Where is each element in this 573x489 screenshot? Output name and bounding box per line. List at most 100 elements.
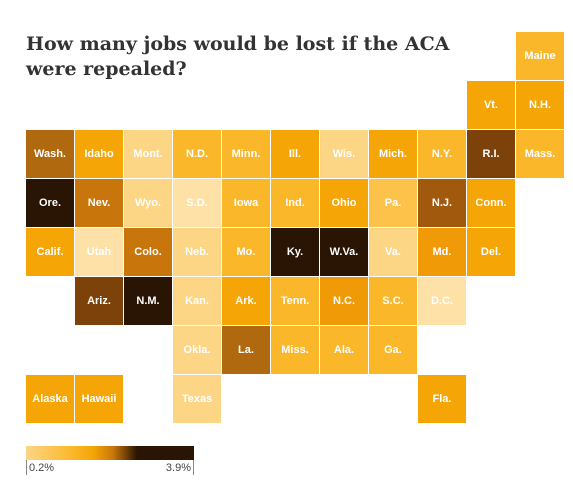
state-tile-ariz[interactable]: Ariz. bbox=[75, 277, 123, 325]
state-label: Conn. bbox=[475, 197, 507, 209]
state-tile-nm[interactable]: N.M. bbox=[124, 277, 172, 325]
state-tile-ohio[interactable]: Ohio bbox=[320, 179, 368, 227]
state-tile-nj[interactable]: N.J. bbox=[418, 179, 466, 227]
state-tile-kan[interactable]: Kan. bbox=[173, 277, 221, 325]
state-tile-del[interactable]: Del. bbox=[467, 228, 515, 276]
state-tile-fla[interactable]: Fla. bbox=[418, 375, 466, 423]
state-tile-pa[interactable]: Pa. bbox=[369, 179, 417, 227]
state-tile-mo[interactable]: Mo. bbox=[222, 228, 270, 276]
state-tile-okla[interactable]: Okla. bbox=[173, 326, 221, 374]
state-label: S.C. bbox=[382, 295, 404, 307]
state-label: N.C. bbox=[333, 295, 355, 307]
state-tile-minn[interactable]: Minn. bbox=[222, 130, 270, 178]
state-tile-nev[interactable]: Nev. bbox=[75, 179, 123, 227]
state-label: Wyo. bbox=[134, 197, 162, 209]
state-label: N.M. bbox=[136, 295, 160, 307]
state-label: Miss. bbox=[281, 344, 309, 356]
state-tile-ky[interactable]: Ky. bbox=[271, 228, 319, 276]
state-label: Ariz. bbox=[87, 295, 111, 307]
state-label: Fla. bbox=[432, 393, 452, 405]
state-tile-mont[interactable]: Mont. bbox=[124, 130, 172, 178]
state-label: Ind. bbox=[285, 197, 305, 209]
state-label: Tenn. bbox=[280, 295, 310, 307]
state-label: Md. bbox=[432, 246, 452, 258]
state-label: Wash. bbox=[34, 148, 66, 160]
state-label: Ill. bbox=[288, 148, 302, 160]
state-tile-ill[interactable]: Ill. bbox=[271, 130, 319, 178]
state-tile-va[interactable]: Va. bbox=[369, 228, 417, 276]
state-label: Iowa bbox=[233, 197, 259, 209]
state-label: Okla. bbox=[183, 344, 211, 356]
state-label: Colo. bbox=[134, 246, 162, 258]
state-tile-tenn[interactable]: Tenn. bbox=[271, 277, 319, 325]
state-tile-wyo[interactable]: Wyo. bbox=[124, 179, 172, 227]
state-tile-idaho[interactable]: Idaho bbox=[75, 130, 123, 178]
state-label: N.Y. bbox=[431, 148, 453, 160]
state-label: Wis. bbox=[332, 148, 356, 160]
state-label: Neb. bbox=[185, 246, 209, 258]
state-tile-hawaii[interactable]: Hawaii bbox=[75, 375, 123, 423]
state-tile-sc[interactable]: S.C. bbox=[369, 277, 417, 325]
state-tile-vt[interactable]: Vt. bbox=[467, 81, 515, 129]
state-tile-ri[interactable]: R.I. bbox=[467, 130, 515, 178]
state-tile-mass[interactable]: Mass. bbox=[516, 130, 564, 178]
state-label: S.D. bbox=[186, 197, 208, 209]
legend-min-tick bbox=[26, 460, 27, 475]
state-label: D.C. bbox=[431, 295, 453, 307]
state-tile-ny[interactable]: N.Y. bbox=[418, 130, 466, 178]
state-tile-miss[interactable]: Miss. bbox=[271, 326, 319, 374]
state-label: Mo. bbox=[236, 246, 256, 258]
state-tile-colo[interactable]: Colo. bbox=[124, 228, 172, 276]
legend-gradient-bar bbox=[26, 446, 194, 460]
state-label: Pa. bbox=[384, 197, 402, 209]
state-tile-utah[interactable]: Utah bbox=[75, 228, 123, 276]
state-label: N.D. bbox=[186, 148, 208, 160]
state-label: Mont. bbox=[133, 148, 163, 160]
state-label: Ky. bbox=[286, 246, 304, 258]
state-tile-neb[interactable]: Neb. bbox=[173, 228, 221, 276]
state-tile-ind[interactable]: Ind. bbox=[271, 179, 319, 227]
state-label: Idaho bbox=[84, 148, 114, 160]
state-tile-nh[interactable]: N.H. bbox=[516, 81, 564, 129]
legend-max-tick bbox=[193, 460, 194, 475]
state-label: La. bbox=[238, 344, 254, 356]
state-label: Mich. bbox=[378, 148, 408, 160]
state-label: Utah bbox=[86, 246, 112, 258]
state-tile-ala[interactable]: Ala. bbox=[320, 326, 368, 374]
state-tile-iowa[interactable]: Iowa bbox=[222, 179, 270, 227]
state-tile-maine[interactable]: Maine bbox=[516, 32, 564, 80]
state-tile-nc[interactable]: N.C. bbox=[320, 277, 368, 325]
state-label: Kan. bbox=[185, 295, 209, 307]
state-tile-la[interactable]: La. bbox=[222, 326, 270, 374]
state-label: Texas bbox=[181, 393, 213, 405]
state-tile-nd[interactable]: N.D. bbox=[173, 130, 221, 178]
state-tile-sd[interactable]: S.D. bbox=[173, 179, 221, 227]
state-tile-ga[interactable]: Ga. bbox=[369, 326, 417, 374]
state-label: Calif. bbox=[36, 246, 64, 258]
state-tile-wash[interactable]: Wash. bbox=[26, 130, 74, 178]
state-label: Va. bbox=[385, 246, 401, 258]
state-label: Minn. bbox=[231, 148, 261, 160]
state-label: Mass. bbox=[524, 148, 556, 160]
state-tile-calif[interactable]: Calif. bbox=[26, 228, 74, 276]
state-tile-dc[interactable]: D.C. bbox=[418, 277, 466, 325]
state-label: Nev. bbox=[87, 197, 111, 209]
state-label: Ga. bbox=[384, 344, 402, 356]
state-tile-ore[interactable]: Ore. bbox=[26, 179, 74, 227]
state-tile-wis[interactable]: Wis. bbox=[320, 130, 368, 178]
state-tile-conn[interactable]: Conn. bbox=[467, 179, 515, 227]
state-label: Maine bbox=[524, 50, 556, 62]
state-tile-mich[interactable]: Mich. bbox=[369, 130, 417, 178]
state-tile-ark[interactable]: Ark. bbox=[222, 277, 270, 325]
state-label: Ark. bbox=[235, 295, 257, 307]
state-tile-md[interactable]: Md. bbox=[418, 228, 466, 276]
state-tile-alaska[interactable]: Alaska bbox=[26, 375, 74, 423]
state-label: Del. bbox=[480, 246, 502, 258]
state-label: Ala. bbox=[333, 344, 355, 356]
state-label: Hawaii bbox=[81, 393, 117, 405]
state-label: Ore. bbox=[38, 197, 61, 209]
map-title: How many jobs would be lost if the ACA w… bbox=[26, 33, 450, 80]
state-tile-texas[interactable]: Texas bbox=[173, 375, 221, 423]
state-tile-wva[interactable]: W.Va. bbox=[320, 228, 368, 276]
